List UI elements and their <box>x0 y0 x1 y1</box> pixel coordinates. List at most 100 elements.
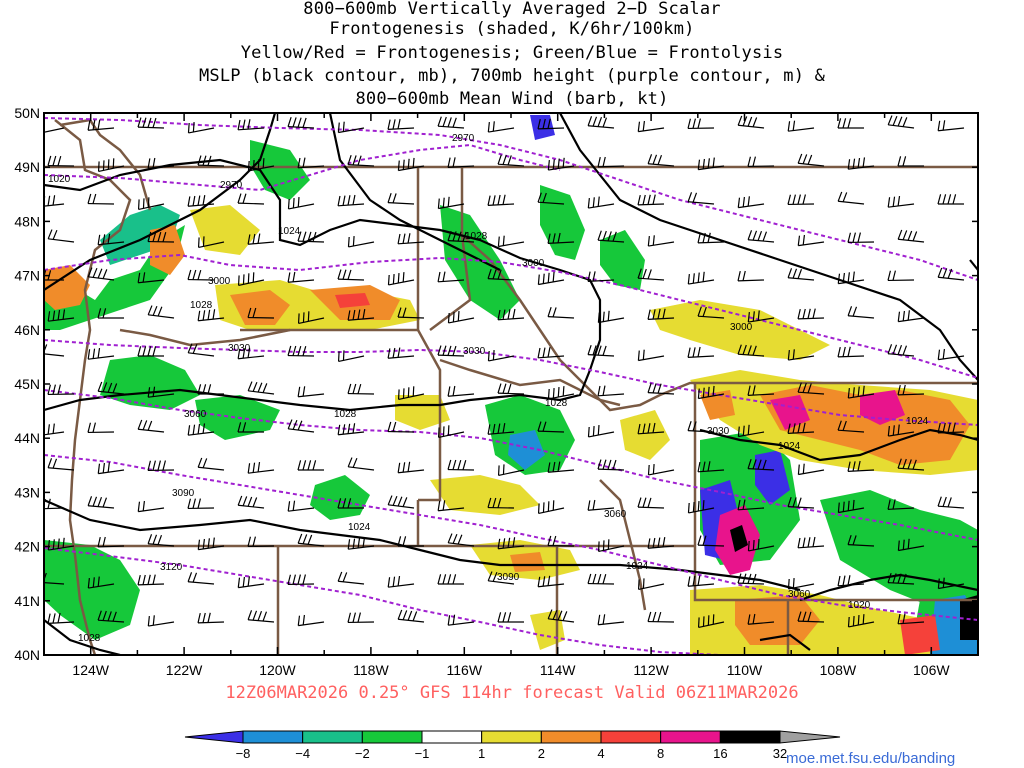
credit-link[interactable]: moe.met.fsu.edu/banding <box>786 750 956 767</box>
wind-barb <box>437 196 465 210</box>
wind-barb <box>87 496 115 509</box>
wind-barb <box>97 536 125 548</box>
wind-barb <box>497 537 525 550</box>
wind-barb <box>887 344 915 357</box>
lon-label: 122W <box>166 662 203 678</box>
wind-barb <box>187 195 215 207</box>
wind-barb <box>837 346 865 358</box>
wind-barb <box>487 349 515 362</box>
colorbar-box <box>302 730 363 744</box>
wind-barb <box>797 153 825 167</box>
wind-barb <box>187 343 215 357</box>
wind-barb <box>547 535 575 547</box>
wind-barb <box>537 575 565 588</box>
wind-barb <box>637 194 665 206</box>
lat-label: 47N <box>14 268 40 284</box>
lon-label: 110W <box>727 662 763 678</box>
shade-patch <box>860 390 905 425</box>
wind-barb <box>487 571 515 585</box>
wind-barb <box>547 306 575 319</box>
wind-barb <box>337 194 365 207</box>
wind-barb <box>537 271 565 286</box>
wind-barb <box>237 119 265 131</box>
wind-barb <box>697 232 725 244</box>
border-line <box>693 383 978 602</box>
height-contour <box>44 253 978 379</box>
mslp-contours <box>44 113 978 655</box>
wind-barb <box>797 463 825 476</box>
pressure-contour <box>44 498 801 592</box>
wind-barb <box>337 269 365 281</box>
wind-barb <box>697 385 725 400</box>
wind-barb <box>87 422 115 434</box>
wind-barb <box>787 349 815 361</box>
wind-barb <box>437 500 465 512</box>
pressure-contour <box>759 633 811 651</box>
wind-barb <box>247 158 275 172</box>
wind-barb <box>47 612 75 624</box>
wind-barb <box>647 382 675 395</box>
wind-barb <box>287 345 315 357</box>
height-contour <box>44 389 978 541</box>
height-label: 3090 <box>497 572 520 583</box>
wind-barb <box>297 533 325 547</box>
colorbar-arrow-left <box>184 730 244 744</box>
wind-barb <box>137 117 165 129</box>
wind-barb <box>887 424 915 437</box>
wind-barb <box>87 119 115 131</box>
wind-barb <box>137 197 165 210</box>
pressure-contour <box>44 113 277 291</box>
wind-barb <box>137 574 165 586</box>
wind-barb <box>187 121 215 134</box>
height-label: 3060 <box>788 589 811 600</box>
wind-barb <box>847 460 875 472</box>
lon-label: 118W <box>353 662 389 678</box>
wind-barb <box>487 268 515 281</box>
colorbar-box <box>719 730 781 744</box>
wind-barb <box>837 118 864 129</box>
wind-barb <box>497 154 525 167</box>
pressure-contour <box>559 113 978 381</box>
wind-barb <box>447 230 475 243</box>
shade-patch <box>960 595 978 640</box>
colorbar-label: 2 <box>538 746 545 761</box>
title-line-3: Yellow/Red = Frontogenesis; Green/Blue =… <box>240 43 784 63</box>
wind-barb <box>787 120 815 132</box>
axis-ticks <box>43 112 979 656</box>
pressure-contour <box>799 573 978 602</box>
height-contour <box>44 117 978 281</box>
wind-barb <box>437 574 464 585</box>
wind-barb <box>47 155 75 167</box>
wind-barb <box>587 116 615 129</box>
wind-barb <box>537 192 565 205</box>
wind-barb <box>787 496 815 509</box>
wind-barb <box>197 236 225 248</box>
wind-barb <box>697 461 725 473</box>
wind-barb <box>47 384 75 396</box>
pressure-label: 1024 <box>348 522 371 533</box>
wind-barb <box>497 464 525 476</box>
wind-barb <box>747 310 775 323</box>
colorbar-box <box>361 730 423 744</box>
shade-patch <box>540 185 585 260</box>
wind-barb <box>237 422 264 433</box>
wind-barb <box>687 420 715 433</box>
wind-barb <box>287 197 315 210</box>
wind-barb <box>537 347 565 359</box>
wind-barb <box>937 194 964 205</box>
lon-label: 124W <box>72 662 109 678</box>
pressure-label: 1024 <box>778 441 801 452</box>
wind-barb <box>697 157 725 171</box>
wind-barb <box>597 385 625 397</box>
lon-label: 112W <box>633 662 669 678</box>
pressure-label: 1028 <box>334 409 357 420</box>
wind-barb <box>837 575 865 587</box>
shade-patch <box>44 265 90 310</box>
pressure-contour <box>44 619 121 655</box>
shade-patch <box>395 395 450 430</box>
wind-barb <box>597 539 625 552</box>
height-contour <box>44 339 978 426</box>
shade-patch <box>620 410 670 460</box>
wind-barb <box>97 233 125 246</box>
